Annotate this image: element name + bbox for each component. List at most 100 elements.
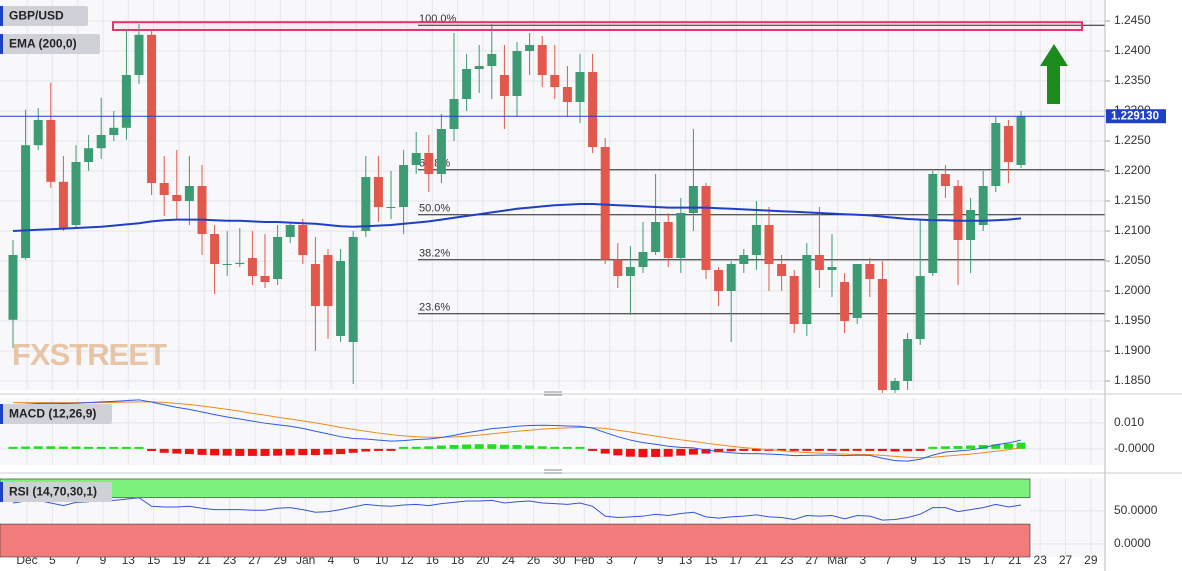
macd-histogram-bar: [562, 446, 572, 449]
candle-body: [147, 34, 157, 183]
macd-histogram-bar: [336, 448, 346, 455]
candle-body: [197, 186, 207, 234]
candle-body: [273, 237, 283, 279]
legend-accent: [0, 404, 3, 424]
macd-histogram-bar: [651, 448, 661, 457]
macd-histogram-bar: [134, 446, 144, 449]
candle-body: [1003, 126, 1013, 162]
x-tick-label: 3: [606, 553, 613, 567]
x-tick-label: 9: [657, 553, 664, 567]
candle-body: [562, 87, 572, 102]
candle-body: [890, 381, 900, 390]
macd-histogram-bar: [399, 446, 409, 449]
candle-body: [462, 69, 472, 99]
macd-histogram-bar: [1016, 442, 1026, 449]
macd-histogram-bar: [449, 445, 459, 449]
candle-body: [424, 153, 434, 174]
candle-body: [298, 225, 308, 255]
candle-body: [285, 225, 295, 237]
ema-line: [12, 203, 1022, 232]
macd-histogram-bar: [915, 448, 925, 451]
candle-body: [625, 267, 635, 276]
candle-body: [386, 207, 396, 208]
macd-histogram-bar: [777, 448, 787, 451]
candle-body: [46, 120, 56, 182]
macd-histogram-bar: [575, 446, 585, 449]
macd-histogram-bar: [714, 448, 724, 453]
macd-histogram-bar: [688, 448, 698, 455]
macd-histogram-bar: [247, 448, 257, 456]
macd-histogram-bar: [890, 448, 900, 452]
x-tick-label: 6: [353, 553, 360, 567]
x-tick-label: 29: [1084, 553, 1098, 567]
candle-body: [575, 72, 585, 102]
macd-histogram-bar: [840, 448, 850, 451]
macd-histogram-bar: [1003, 443, 1013, 449]
macd-histogram-bar: [525, 445, 535, 449]
legend-label: MACD (12,26,9): [9, 407, 96, 421]
legend-accent: [0, 34, 3, 54]
macd-histogram-bar: [184, 448, 194, 455]
macd-histogram-bar: [298, 448, 308, 456]
macd-histogram-bar: [84, 446, 94, 449]
legend-label: RSI (14,70,30,1): [9, 485, 97, 499]
candle-body: [751, 225, 761, 255]
candle-body: [399, 165, 409, 207]
macd-histogram-bar: [348, 448, 358, 453]
macd-histogram-bar: [499, 444, 509, 449]
macd-histogram-bar: [71, 446, 81, 449]
macd-histogram-bar: [789, 448, 799, 451]
x-tick-label: 4: [328, 553, 335, 567]
y-tick-label: 1.1900: [1114, 343, 1151, 357]
candle-body: [436, 129, 446, 174]
candle-body: [210, 234, 220, 264]
macd-histogram-bar: [260, 448, 270, 456]
candle-body: [638, 252, 648, 267]
macd-histogram-bar: [625, 448, 635, 457]
candle-body: [789, 276, 799, 324]
y-tick-label: 1.2450: [1114, 13, 1151, 27]
rsi-line: [12, 497, 1022, 521]
legend-box: [0, 34, 100, 54]
candle-body: [33, 120, 43, 146]
candle-body: [260, 276, 270, 282]
y-tick-label: 1.1850: [1114, 373, 1151, 387]
watermark: FXSTREET: [12, 337, 167, 372]
legend-label: EMA (200,0): [9, 37, 77, 51]
macd-histogram-bar: [928, 446, 938, 449]
macd-histogram-bar: [96, 446, 106, 449]
macd-histogram-bar: [701, 448, 711, 454]
candle-body: [852, 264, 862, 318]
candle-body: [84, 148, 94, 162]
candle-body: [978, 186, 988, 225]
candle-body: [840, 282, 850, 321]
y-tick-label: 1.2200: [1114, 163, 1151, 177]
y-tick-label: 1.2100: [1114, 223, 1151, 237]
macd-histogram-bar: [903, 448, 913, 452]
macd-histogram-bar: [966, 445, 976, 449]
macd-histogram-bar: [58, 446, 68, 449]
x-tick-label: 7: [74, 553, 81, 567]
resize-grip[interactable]: [544, 391, 562, 474]
legend-label: GBP/USD: [9, 9, 64, 23]
fib-label: 50.0%: [419, 203, 450, 215]
candle-body: [235, 262, 245, 264]
candle-body: [764, 225, 774, 264]
macd-histogram-bar: [852, 448, 862, 451]
candle-body: [373, 177, 383, 207]
macd-histogram-bar: [751, 448, 761, 451]
y-tick-label: 0.0000: [1114, 536, 1151, 550]
legend-box: [0, 482, 112, 502]
macd-histogram-bar: [21, 446, 31, 449]
candle-body: [814, 255, 824, 270]
legend-accent: [0, 482, 3, 502]
x-tick-label: 3: [860, 553, 867, 567]
macd-histogram-bar: [877, 448, 887, 451]
candle-body: [348, 237, 358, 342]
layer: Dec 5 7 9 13 15 19 21 23 27 29 Jan 4 6 10 12 16 18 20 24 26 3…: [0, 0, 1166, 567]
candle-body: [184, 186, 194, 201]
x-tick-label: 5: [49, 553, 56, 567]
last-price-box: [1106, 109, 1166, 124]
macd-histogram-bar: [386, 448, 396, 451]
